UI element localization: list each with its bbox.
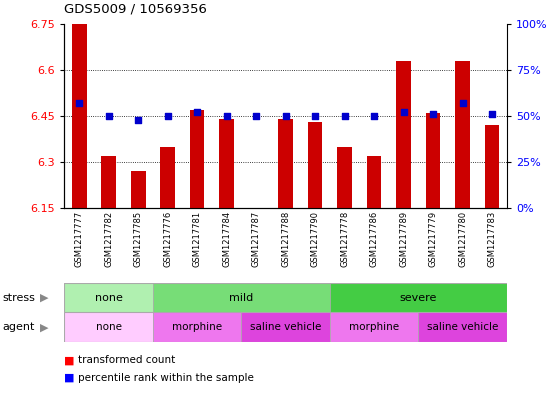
Text: agent: agent [3, 322, 35, 332]
Bar [396, 61, 411, 208]
Bar [220, 119, 234, 208]
Point [104, 113, 113, 119]
Text: percentile rank within the sample: percentile rank within the sample [78, 373, 254, 383]
Point [488, 111, 497, 117]
Text: ▶: ▶ [40, 293, 49, 303]
Bar [190, 110, 204, 208]
Bar [330, 312, 418, 342]
Bar [72, 24, 87, 208]
Text: GDS5009 / 10569356: GDS5009 / 10569356 [64, 3, 207, 16]
Point [163, 113, 172, 119]
Bar [64, 312, 153, 342]
Text: stress: stress [3, 293, 36, 303]
Text: none: none [96, 322, 122, 332]
Bar [418, 312, 507, 342]
Bar [330, 283, 507, 312]
Point [74, 100, 83, 106]
Point [370, 113, 379, 119]
Text: morphine: morphine [349, 322, 399, 332]
Bar [337, 147, 352, 208]
Point [193, 109, 202, 116]
Bar [367, 156, 381, 208]
Bar [153, 283, 330, 312]
Bar [160, 147, 175, 208]
Bar [64, 283, 153, 312]
Text: severe: severe [400, 293, 437, 303]
Text: saline vehicle: saline vehicle [250, 322, 321, 332]
Bar [455, 61, 470, 208]
Point [311, 113, 320, 119]
Point [222, 113, 231, 119]
Point [340, 113, 349, 119]
Point [134, 116, 143, 123]
Point [458, 100, 467, 106]
Bar [241, 312, 330, 342]
Point [251, 113, 260, 119]
Text: ■: ■ [64, 373, 75, 383]
Bar [101, 156, 116, 208]
Point [281, 113, 290, 119]
Bar [308, 122, 323, 208]
Text: mild: mild [229, 293, 254, 303]
Text: morphine: morphine [172, 322, 222, 332]
Bar [426, 113, 441, 208]
Point [428, 111, 437, 117]
Point [399, 109, 408, 116]
Text: ■: ■ [64, 355, 75, 365]
Bar [153, 312, 241, 342]
Bar [278, 119, 293, 208]
Bar [484, 125, 500, 208]
Bar [130, 171, 146, 208]
Text: ▶: ▶ [40, 322, 49, 332]
Text: saline vehicle: saline vehicle [427, 322, 498, 332]
Text: none: none [95, 293, 123, 303]
Text: transformed count: transformed count [78, 355, 176, 365]
